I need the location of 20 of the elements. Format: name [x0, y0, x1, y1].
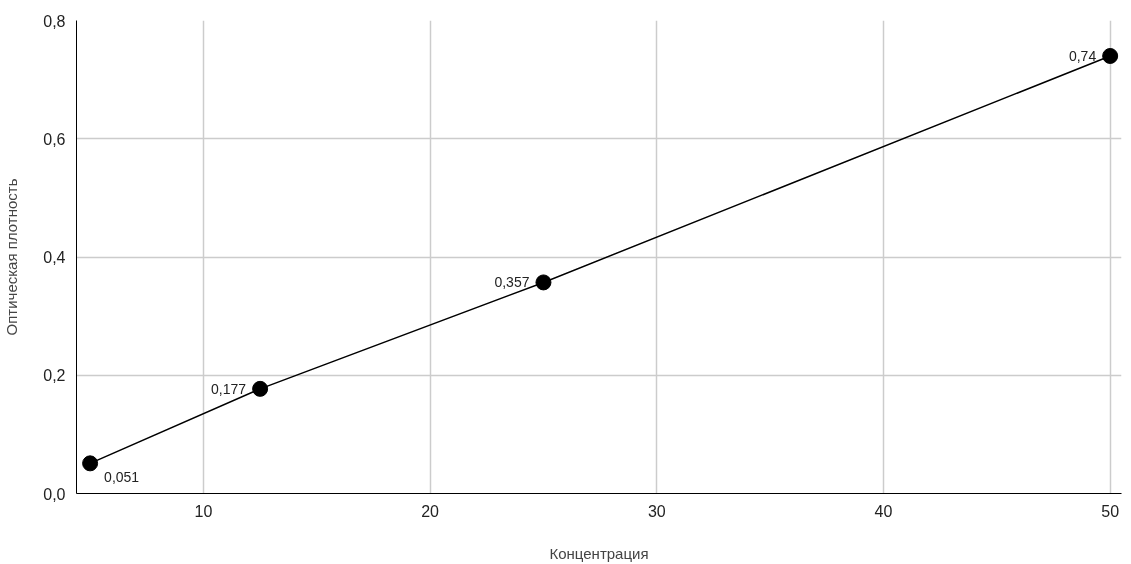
point	[82, 455, 99, 472]
y-tick-label: 0,2	[43, 367, 66, 385]
y-tick-label: 0,4	[43, 249, 66, 266]
data-label: 0,74	[1068, 47, 1097, 64]
data-label: 0,177	[211, 380, 247, 397]
y-tick-label: 0,0	[43, 485, 66, 503]
x-tick-label: 50	[1101, 502, 1120, 520]
point	[1102, 47, 1119, 64]
y-tick-label: 0,8	[43, 12, 66, 30]
data-label: 0,357	[494, 274, 530, 291]
y-axis-title: Оптическая плотность	[3, 178, 21, 336]
x-tick-label: 10	[194, 502, 213, 520]
x-tick-label: 40	[874, 502, 893, 520]
point	[252, 380, 269, 397]
data-label: 0,051	[104, 469, 140, 486]
x-axis-title: Концентрация	[549, 544, 649, 562]
x-tick-label: 30	[647, 502, 666, 520]
x-tick-label: 20	[421, 502, 440, 520]
point	[535, 274, 552, 291]
y-tick-label: 0,6	[43, 130, 66, 148]
